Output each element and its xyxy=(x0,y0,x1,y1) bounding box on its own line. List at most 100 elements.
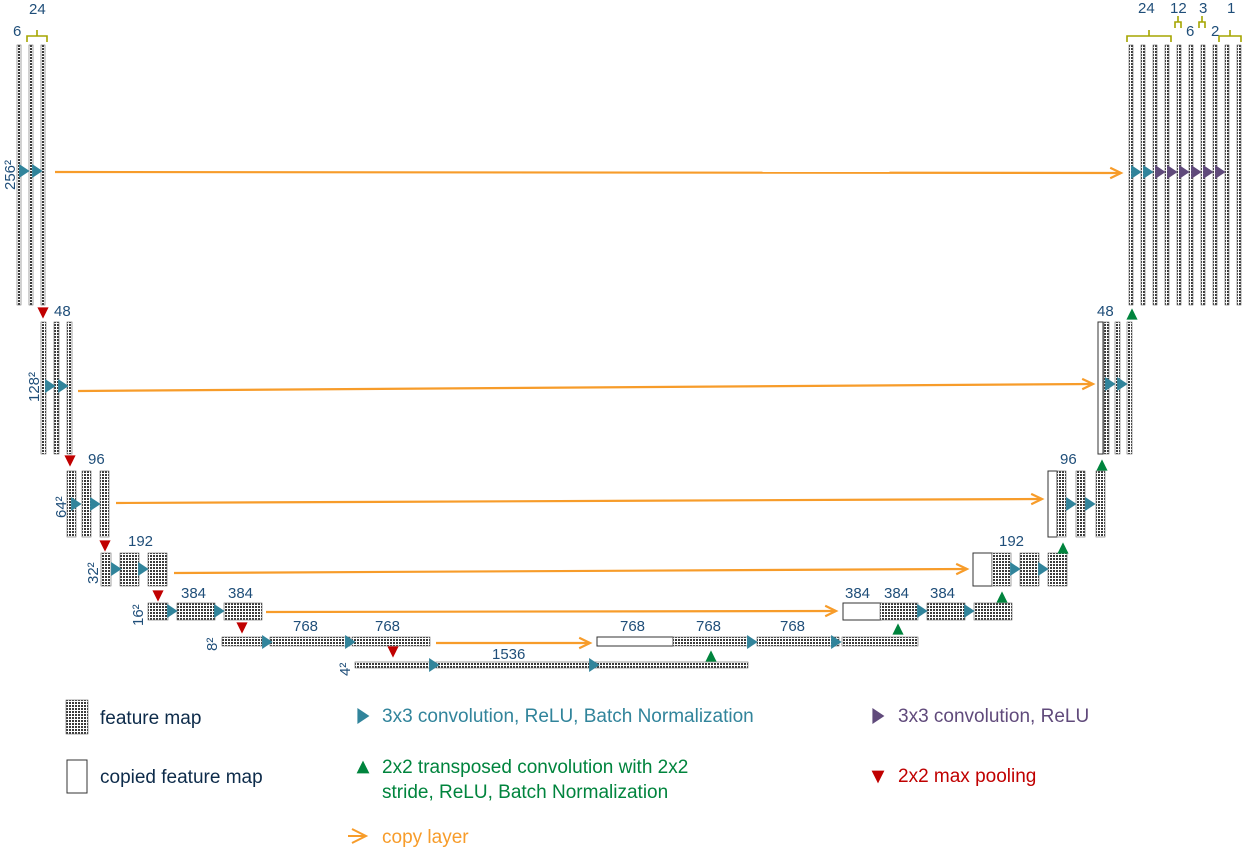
fm-r5-c xyxy=(973,602,1013,621)
legend-conv-bn-icon xyxy=(357,708,370,724)
fm-r1-8 xyxy=(1224,44,1230,306)
conv-bn-marker xyxy=(262,635,273,649)
copy-arrow-l6-head xyxy=(578,636,593,650)
max-pool-marker xyxy=(37,307,49,319)
conv-bn-marker xyxy=(1085,497,1096,511)
conv-bn-marker xyxy=(1117,377,1128,391)
legend-transposed-label-2: stride, ReLU, Batch Normalization xyxy=(382,782,669,803)
label-res-128: 128² xyxy=(26,371,43,402)
max-pool-marker xyxy=(387,646,399,658)
label-enc-768-b: 768 xyxy=(375,618,401,635)
fm-r3-c xyxy=(1095,470,1106,538)
fm-r6-c xyxy=(841,636,919,647)
copied-fm-l5 xyxy=(842,602,882,621)
conv-relu-marker xyxy=(1179,165,1190,179)
fm-l4-a xyxy=(100,552,112,587)
conv-bn-marker xyxy=(58,379,69,393)
fm-l3-c xyxy=(99,470,110,538)
label-enc-96: 96 xyxy=(88,451,105,468)
label-right-12: 12 xyxy=(1170,0,1187,17)
legend-feature-map-swatch xyxy=(65,699,89,735)
transposed-conv-marker xyxy=(1057,542,1069,554)
fm-r4-c xyxy=(1047,552,1068,587)
conv-bn-marker xyxy=(111,562,122,576)
label-enc-384-a: 384 xyxy=(181,585,207,602)
label-right-1: 1 xyxy=(1227,0,1236,17)
label-top-6: 6 xyxy=(13,23,22,40)
brace-right-24 xyxy=(1126,30,1172,42)
legend-copy-layer-label: copy layer xyxy=(382,827,469,848)
fm-r6-b xyxy=(756,636,840,647)
conv-bn-marker xyxy=(831,635,842,649)
conv-bn-marker xyxy=(589,658,600,672)
copy-arrow-l1-head xyxy=(1109,166,1124,180)
fm-r4-a xyxy=(991,552,1012,587)
conv-bn-marker xyxy=(19,164,30,178)
copy-arrow-l2 xyxy=(77,382,1094,393)
fm-l6-c xyxy=(351,636,431,647)
fm-l1-c xyxy=(40,44,46,306)
copied-fm-l3 xyxy=(1047,470,1058,538)
fm-l7-c xyxy=(595,661,749,669)
label-dec-768-c: 768 xyxy=(780,618,806,635)
max-pool-marker xyxy=(64,455,76,467)
label-dec-384-b: 384 xyxy=(884,585,910,602)
copied-fm-l4 xyxy=(972,552,993,587)
label-res-32: 32² xyxy=(85,562,102,584)
fm-l5-a xyxy=(147,602,169,621)
label-dec-384-a: 384 xyxy=(845,585,871,602)
brace-right-3 xyxy=(1198,16,1206,28)
conv-bn-marker xyxy=(1105,377,1116,391)
max-pool-marker xyxy=(236,622,248,634)
brace-right-12 xyxy=(1174,16,1182,28)
conv-bn-marker xyxy=(747,635,758,649)
fm-l5-c xyxy=(223,602,263,621)
copied-fm-l6 xyxy=(596,636,674,647)
fm-r5-a xyxy=(879,602,919,621)
label-right-3: 3 xyxy=(1199,0,1208,17)
brace-top-24 xyxy=(26,30,48,42)
conv-relu-marker xyxy=(1155,165,1166,179)
conv-bn-marker xyxy=(429,658,440,672)
fm-l7-a xyxy=(354,661,436,669)
fm-l5-b xyxy=(176,602,216,621)
copy-arrow-l5 xyxy=(265,609,837,614)
fm-l6-a xyxy=(221,636,263,647)
label-top-24: 24 xyxy=(29,1,46,18)
label-enc-384-b: 384 xyxy=(228,585,254,602)
label-dec-192: 192 xyxy=(999,533,1025,550)
label-res-8: 8² xyxy=(204,637,221,651)
conv-bn-marker xyxy=(964,604,975,618)
label-right-2: 2 xyxy=(1211,23,1220,40)
legend-feature-map-label: feature map xyxy=(100,708,202,729)
conv-bn-marker xyxy=(1010,562,1021,576)
label-dec-48: 48 xyxy=(1097,303,1114,320)
transposed-conv-marker xyxy=(1126,308,1138,320)
brace-right-1 xyxy=(1218,30,1242,42)
conv-relu-marker xyxy=(1215,165,1226,179)
label-res-64: 64² xyxy=(53,496,70,518)
legend-transposed-label-1: 2x2 transposed convolution with 2x2 xyxy=(382,757,689,778)
copy-arrow-l2-head xyxy=(1081,377,1096,391)
max-pool-marker xyxy=(99,540,111,552)
copy-arrow-l3 xyxy=(115,497,1043,505)
fm-r3-b xyxy=(1075,470,1086,538)
copy-arrow-l4 xyxy=(173,567,968,575)
transposed-conv-marker xyxy=(892,623,904,635)
conv-bn-marker xyxy=(1131,165,1142,179)
fm-r1-9 xyxy=(1236,44,1242,306)
conv-bn-marker xyxy=(90,497,101,511)
conv-relu-marker xyxy=(1203,165,1214,179)
copied-fm-l2 xyxy=(1097,321,1104,455)
label-right-6: 6 xyxy=(1186,23,1195,40)
conv-bn-marker xyxy=(1038,562,1049,576)
conv-bn-marker xyxy=(71,497,82,511)
legend-max-pool-icon xyxy=(871,770,885,784)
copy-arrow-l1 xyxy=(54,170,1122,175)
fm-r4-b xyxy=(1019,552,1040,587)
conv-bn-marker xyxy=(167,604,178,618)
legend-conv-bn-label: 3x3 convolution, ReLU, Batch Normalizati… xyxy=(382,706,754,727)
fm-l6-b xyxy=(269,636,351,647)
conv-bn-marker xyxy=(32,164,43,178)
